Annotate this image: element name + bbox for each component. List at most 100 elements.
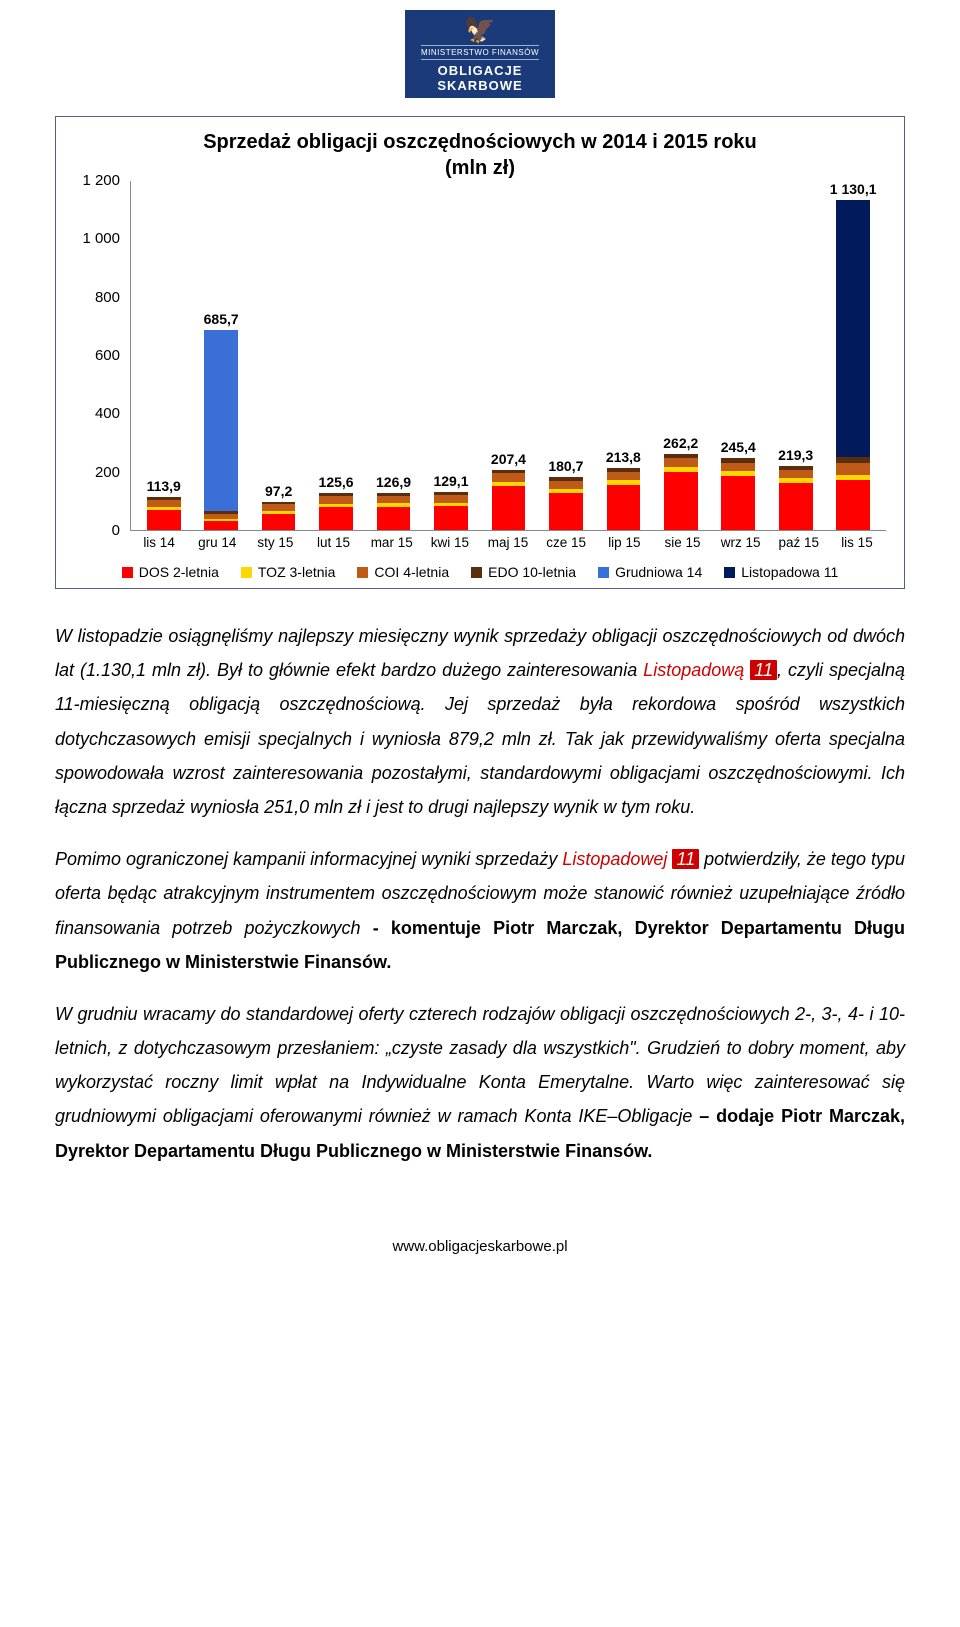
x-tick: lut 15 <box>304 531 362 550</box>
x-tick: paź 15 <box>770 531 828 550</box>
bar-segment <box>147 500 181 507</box>
x-tick: cze 15 <box>537 531 595 550</box>
x-axis: lis 14gru 14sty 15lut 15mar 15kwi 15maj … <box>130 531 886 550</box>
bar-stack <box>262 502 296 530</box>
bar-segment <box>319 496 353 504</box>
bar-segment <box>492 473 526 482</box>
bar-segment <box>319 507 353 530</box>
bar-segment <box>492 486 526 530</box>
bar-value-label: 207,4 <box>491 451 526 467</box>
bar-segment <box>377 507 411 530</box>
bar-segment <box>779 470 813 478</box>
bar-segment <box>262 514 296 530</box>
legend-item: TOZ 3-letnia <box>241 564 336 580</box>
legend-item: DOS 2-letnia <box>122 564 219 580</box>
logo-line2: OBLIGACJE <box>438 63 523 78</box>
bar-value-label: 219,3 <box>778 447 813 463</box>
bar-stack <box>721 458 755 530</box>
chart-container: Sprzedaż obligacji oszczędnościowych w 2… <box>55 116 905 589</box>
bar-segment <box>721 463 755 472</box>
body-text: W listopadzie osiągnęliśmy najlepszy mie… <box>55 619 905 1168</box>
footer-url: www.obligacjeskarbowe.pl <box>0 1238 960 1255</box>
paragraph-1: W listopadzie osiągnęliśmy najlepszy mie… <box>55 619 905 824</box>
x-tick: mar 15 <box>363 531 421 550</box>
bar-segment <box>204 521 238 530</box>
legend-item: COI 4-letnia <box>357 564 449 580</box>
x-tick: sie 15 <box>653 531 711 550</box>
bar-segment <box>836 480 870 530</box>
bar-value-label: 262,2 <box>663 435 698 451</box>
bar-column: 207,4 <box>484 470 532 530</box>
bar-column: 129,1 <box>427 492 475 530</box>
bar-stack <box>377 493 411 530</box>
x-tick: lis 15 <box>828 531 886 550</box>
x-tick: lis 14 <box>130 531 188 550</box>
legend: DOS 2-letnia TOZ 3-letnia COI 4-letnia EDO … <box>74 564 886 580</box>
bar-segment <box>836 463 870 475</box>
bar-value-label: 125,6 <box>319 474 354 490</box>
bar-stack <box>147 497 181 530</box>
bar-value-label: 129,1 <box>433 473 468 489</box>
y-axis: 02004006008001 0001 200 <box>74 181 130 531</box>
legend-label: Grudniowa 14 <box>615 564 702 580</box>
bar-stack <box>779 466 813 530</box>
paragraph-2: Pomimo ograniczonej kampanii informacyjn… <box>55 842 905 979</box>
bar-segment <box>607 485 641 530</box>
bar-segment <box>721 476 755 530</box>
bar-column: 126,9 <box>370 493 418 530</box>
legend-swatch <box>598 567 609 578</box>
bar-segment <box>434 506 468 530</box>
p1-b: , czyli specjalną 11-miesięczną obligacj… <box>55 660 905 817</box>
bar-value-label: 1 130,1 <box>830 181 877 197</box>
bar-value-label: 97,2 <box>265 483 292 499</box>
bar-value-label: 213,8 <box>606 449 641 465</box>
legend-swatch <box>241 567 252 578</box>
p2-a: Pomimo ograniczonej kampanii informacyjn… <box>55 849 562 869</box>
bar-stack <box>549 477 583 530</box>
x-tick: lip 15 <box>595 531 653 550</box>
bar-segment <box>434 495 468 502</box>
bar-column: 685,7 <box>197 330 245 530</box>
p1-red: Listopadową <box>643 660 750 680</box>
bar-stack <box>204 330 238 530</box>
logo-line3: SKARBOWE <box>437 78 522 93</box>
legend-label: EDO 10-letnia <box>488 564 576 580</box>
bar-segment <box>836 200 870 456</box>
legend-label: Listopadowa 11 <box>741 564 838 580</box>
bar-stack <box>607 468 641 530</box>
bar-stack <box>319 493 353 530</box>
legend-item: EDO 10-letnia <box>471 564 576 580</box>
p2-red: Listopadowej <box>562 849 672 869</box>
bar-column: 113,9 <box>140 497 188 530</box>
bar-column: 1 130,1 <box>829 200 877 530</box>
legend-label: COI 4-letnia <box>374 564 449 580</box>
p2-badge: 11 <box>672 849 699 869</box>
legend-item: Listopadowa 11 <box>724 564 838 580</box>
bar-segment <box>377 496 411 503</box>
plot-area: 113,9685,797,2125,6126,9129,1207,4180,72… <box>130 181 886 531</box>
bar-segment <box>549 481 583 489</box>
bar-segment <box>664 472 698 530</box>
bar-column: 262,2 <box>657 454 705 530</box>
header-logo-wrap: 🦅 MINISTERSTWO FINANSÓW OBLIGACJE SKARBO… <box>0 0 960 116</box>
legend-swatch <box>357 567 368 578</box>
eagle-icon: 🦅 <box>464 16 496 42</box>
paragraph-3: W grudniu wracamy do standardowej oferty… <box>55 997 905 1168</box>
chart-title: Sprzedaż obligacji oszczędnościowych w 2… <box>74 129 886 181</box>
bar-column: 213,8 <box>599 468 647 530</box>
x-tick: kwi 15 <box>421 531 479 550</box>
bar-segment <box>779 483 813 530</box>
bar-segment <box>549 493 583 530</box>
x-tick: wrz 15 <box>712 531 770 550</box>
bar-stack <box>492 470 526 530</box>
bar-value-label: 113,9 <box>147 478 181 494</box>
bar-segment <box>607 472 641 481</box>
bar-stack <box>664 454 698 530</box>
ministry-logo: 🦅 MINISTERSTWO FINANSÓW OBLIGACJE SKARBO… <box>405 10 555 98</box>
bar-column: 97,2 <box>255 502 303 530</box>
bar-segment <box>664 458 698 467</box>
legend-label: TOZ 3-letnia <box>258 564 336 580</box>
legend-swatch <box>724 567 735 578</box>
legend-item: Grudniowa 14 <box>598 564 702 580</box>
bar-value-label: 180,7 <box>548 458 583 474</box>
